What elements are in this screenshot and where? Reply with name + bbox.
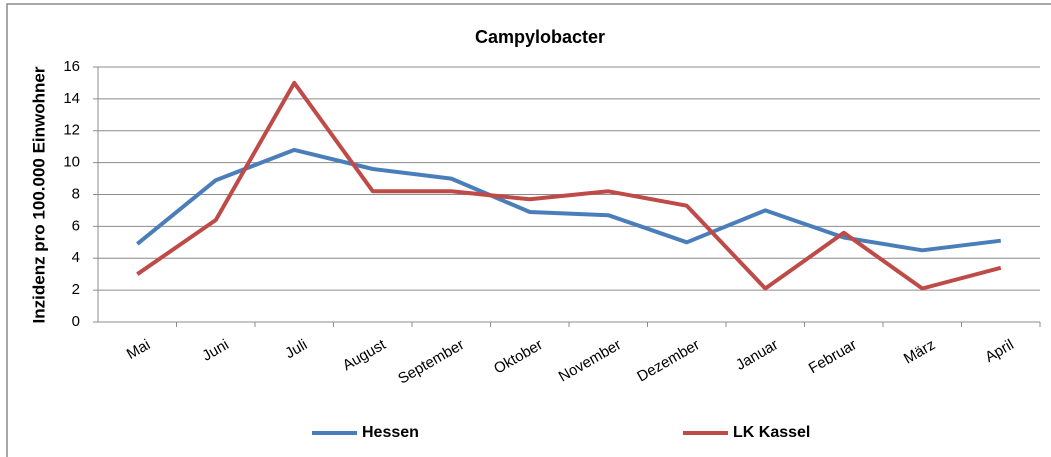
y-tick-label: 12 bbox=[63, 122, 80, 139]
y-tick-label: 6 bbox=[72, 217, 80, 234]
y-tick-label: 2 bbox=[72, 281, 80, 298]
legend-label: Hessen bbox=[362, 424, 419, 441]
y-tick-label: 0 bbox=[72, 313, 80, 330]
chart-frame bbox=[6, 3, 1051, 457]
y-tick-label: 14 bbox=[63, 90, 80, 107]
line-series bbox=[136, 80, 1002, 291]
legend-label: LK Kassel bbox=[733, 424, 810, 441]
y-axis-label: Inzidenz pro 100.000 Einwohner bbox=[29, 66, 48, 323]
y-tick-label: 8 bbox=[72, 185, 80, 202]
y-tick-label: 16 bbox=[63, 58, 80, 75]
y-tick-label: 4 bbox=[72, 249, 80, 266]
y-tick-label: 10 bbox=[63, 154, 80, 171]
chart-title: Campylobacter bbox=[475, 27, 605, 47]
